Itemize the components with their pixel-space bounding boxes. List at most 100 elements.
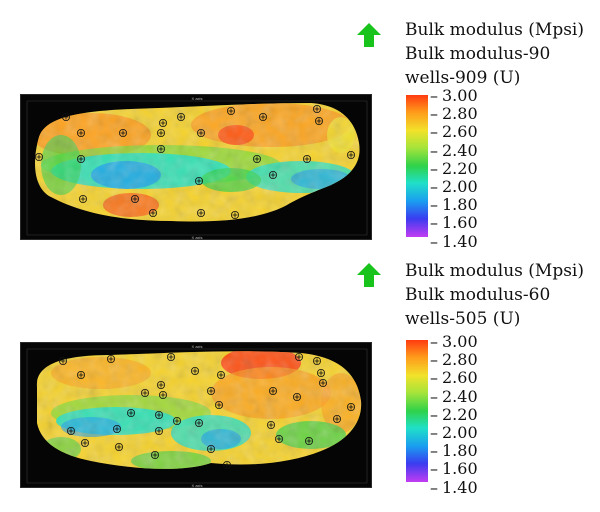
bulk-modulus-map: X axis X axis [20,342,372,488]
scale-tick-label: 1.80 [428,195,488,215]
scale-tick-label: 2.80 [428,104,488,124]
well-marker-icon [302,155,311,164]
scale-tick-label: 2.80 [428,350,488,370]
well-marker-icon [158,391,167,400]
scale-tick-label: 2.00 [428,423,488,443]
well-marker-icon [266,421,275,430]
up-arrow-icon [357,23,381,47]
bulk-modulus-map: X axis X axis [20,94,372,240]
well-marker-icon [156,381,165,390]
well-marker-icon [59,356,68,365]
scale-tick-label: 2.60 [428,122,488,142]
well-marker-icon [206,387,215,396]
well-marker-icon [131,195,140,204]
scale-tick-label: 2.60 [428,368,488,388]
well-marker-icon [81,439,90,448]
scale-tick-label: 3.00 [428,86,488,106]
well-marker-icon [304,437,313,446]
well-marker-icon [154,411,163,420]
well-markers [34,104,355,220]
well-marker-icon [316,368,325,377]
scale-tick-label: 1.60 [428,213,488,233]
color-scale-bar [406,340,428,482]
well-marker-icon [312,104,321,113]
scale-tick-label: 1.40 [428,232,488,252]
well-marker-icon [332,415,341,424]
well-marker-icon [194,177,203,186]
legend-title-line3: wells-909 (U) [405,68,521,88]
well-marker-icon [346,151,355,160]
well-markers [59,352,355,470]
well-marker-icon [79,195,88,204]
panel-bottom: Bulk modulus (Mpsi) Bulk modulus-60 well… [0,256,600,506]
well-marker-icon [154,427,163,436]
color-scale-bar [406,95,428,237]
scale-tick-label: 1.60 [428,459,488,479]
well-marker-icon [294,352,303,361]
legend-title-line1: Bulk modulus (Mpsi) [405,20,584,40]
scale-tick-label: 1.80 [428,441,488,461]
scale-tick-label: 2.40 [428,387,488,407]
well-marker-icon [346,403,355,412]
scale-tick-label: 2.20 [428,159,488,179]
panel-top: Bulk modulus (Mpsi) Bulk modulus-90 well… [0,0,600,252]
well-marker-icon [141,389,150,398]
well-marker-icon [115,443,124,452]
legend-title-line2: Bulk modulus-60 [405,285,551,305]
map-field [36,351,362,469]
well-marker-icon [166,352,175,361]
well-marker-icon [258,112,267,121]
well-marker-icon [77,155,86,164]
well-marker-icon [214,401,223,410]
scale-tick-label: 2.20 [428,405,488,425]
scale-tick-label: 2.00 [428,177,488,197]
well-marker-icon [216,370,225,379]
well-marker-icon [190,366,199,375]
well-marker-icon [34,153,43,162]
well-marker-icon [268,387,277,396]
svg-text:X axis: X axis [192,483,203,488]
well-marker-icon [312,356,321,365]
well-marker-icon [127,409,136,418]
well-marker-icon [77,370,86,379]
well-marker-icon [150,451,159,460]
well-marker-icon [176,112,185,121]
well-marker-icon [172,417,181,426]
well-marker-icon [292,393,301,402]
well-marker-icon [230,211,239,220]
svg-text:X axis: X axis [192,235,203,240]
svg-text:X axis: X axis [192,96,203,101]
frame-lines [26,100,368,236]
well-marker-icon [158,118,167,127]
well-marker-icon [268,171,277,180]
frame-lines [26,348,368,484]
well-marker-icon [226,106,235,115]
well-marker-icon [156,145,165,154]
map-plot: X axis X axis [26,96,368,240]
well-marker-icon [119,129,128,138]
well-marker-icon [206,445,215,454]
well-marker-icon [113,425,122,434]
well-marker-icon [318,379,327,388]
well-marker-icon [222,461,231,470]
scale-tick-label: 3.00 [428,332,488,352]
well-marker-icon [62,112,71,121]
up-arrow-icon [357,263,381,287]
well-marker-icon [156,129,165,138]
legend-title-line3: wells-505 (U) [405,309,521,329]
well-marker-icon [196,129,205,138]
map-plot: X axis X axis [26,344,368,488]
scale-tick-label: 1.40 [428,478,488,498]
well-marker-icon [148,209,157,218]
legend-title-line1: Bulk modulus (Mpsi) [405,261,584,281]
well-marker-icon [107,354,116,363]
map-field [35,103,360,222]
well-marker-icon [274,435,283,444]
scale-tick-label: 2.40 [428,141,488,161]
well-marker-icon [67,427,76,436]
well-marker-icon [314,116,323,125]
well-marker-icon [194,419,203,428]
svg-text:X axis: X axis [192,344,203,349]
well-marker-icon [77,129,86,138]
well-marker-icon [252,155,261,164]
